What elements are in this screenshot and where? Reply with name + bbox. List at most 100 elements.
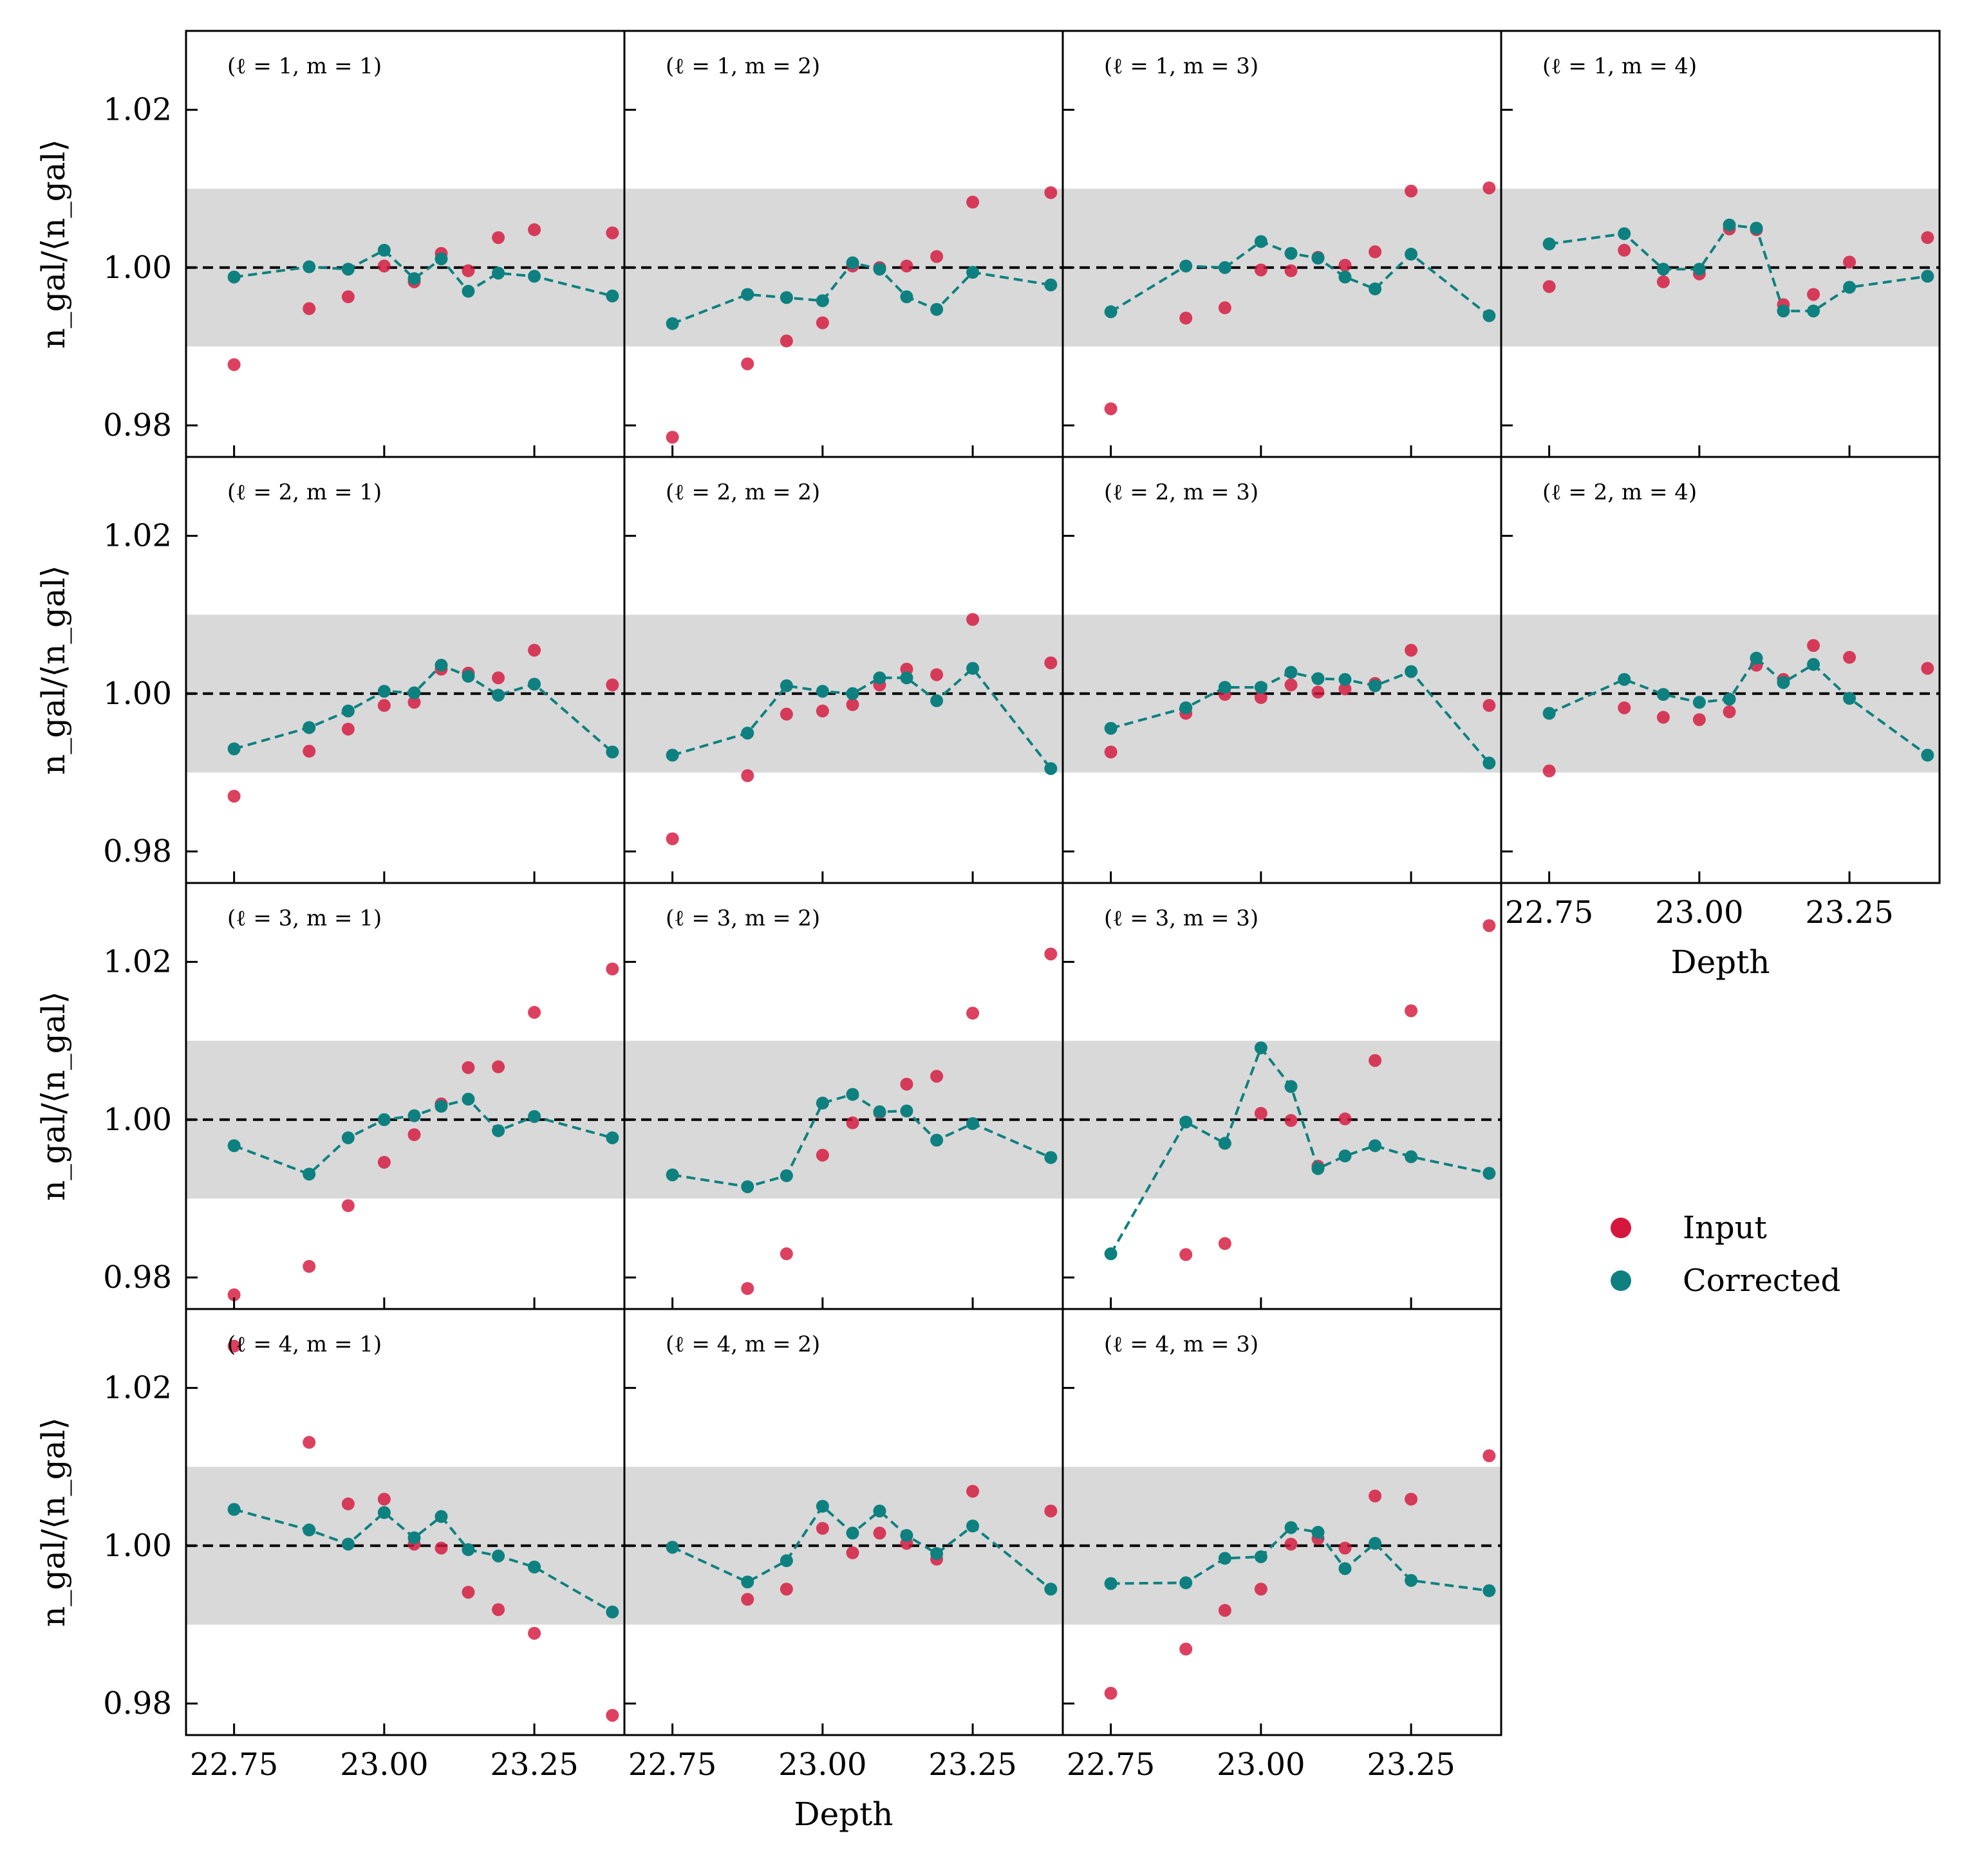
corrected-point — [1777, 676, 1790, 689]
input-point — [1254, 1106, 1267, 1120]
y-tick-label: 1.00 — [103, 676, 172, 712]
panel-plot-area — [1063, 919, 1501, 1261]
corrected-point — [1179, 701, 1193, 714]
corrected-point — [1044, 1583, 1058, 1596]
corrected-point — [930, 694, 944, 707]
panel-label: (ℓ = 1, m = 2) — [666, 53, 820, 79]
y-tick-label: 1.02 — [103, 518, 172, 554]
input-point — [492, 671, 505, 685]
corrected-point — [873, 263, 886, 276]
corrected-point — [435, 658, 448, 672]
input-point — [1284, 1537, 1298, 1551]
y-tick-label: 1.00 — [103, 1528, 172, 1564]
panel-3-1: 22.75 23.00 23.25 (ℓ = 4, m = 2) — [623, 1308, 1064, 1783]
input-point — [1218, 301, 1231, 315]
corrected-point — [816, 1500, 829, 1513]
panel-label: (ℓ = 4, m = 2) — [666, 1332, 820, 1357]
input-point — [816, 316, 829, 330]
corrected-point — [1807, 304, 1820, 318]
corrected-point — [1104, 1577, 1118, 1590]
y-tick-label: 1.02 — [103, 944, 172, 980]
corrected-point — [1218, 261, 1231, 274]
corrected-point — [1218, 680, 1231, 694]
corrected-point — [1692, 263, 1706, 276]
corrected-point — [846, 687, 859, 700]
panel-label: (ℓ = 4, m = 3) — [1104, 1332, 1258, 1357]
corrected-point — [303, 260, 316, 274]
panel-1-3: 22.75 23.00 23.25 (ℓ = 2, m = 4) — [1500, 456, 1941, 931]
legend-marker — [1611, 1270, 1631, 1291]
corrected-point — [1311, 252, 1325, 265]
corrected-series-line — [1110, 670, 1490, 764]
corrected-point — [1405, 665, 1418, 678]
corrected-point — [1284, 1521, 1298, 1534]
input-point — [900, 1077, 913, 1091]
input-point — [1284, 1114, 1298, 1128]
y-tick-label: 1.02 — [103, 92, 172, 128]
corrected-point — [492, 1124, 505, 1137]
input-point — [780, 707, 793, 721]
corrected-point — [462, 669, 475, 683]
panel-label: (ℓ = 3, m = 2) — [666, 905, 820, 931]
corrected-point — [462, 1543, 475, 1556]
input-point — [1405, 644, 1418, 657]
corrected-point — [1218, 1137, 1231, 1150]
input-point — [528, 1006, 541, 1019]
input-point — [1618, 243, 1631, 257]
corrected-point — [780, 291, 793, 304]
corrected-point — [1618, 673, 1631, 686]
x-tick-label: 23.25 — [1805, 895, 1893, 931]
input-point — [966, 613, 980, 626]
corrected-point — [1284, 665, 1298, 679]
input-point — [846, 1546, 859, 1559]
corrected-point — [1656, 688, 1670, 701]
input-point — [846, 1116, 859, 1129]
corrected-point — [1254, 1550, 1267, 1563]
input-point — [1482, 699, 1496, 712]
corrected-point — [966, 266, 980, 279]
corrected-point — [1254, 1041, 1267, 1055]
input-point — [1921, 662, 1934, 675]
corrected-point — [227, 270, 241, 284]
corrected-point — [492, 266, 505, 280]
corrected-point — [1044, 278, 1058, 292]
panel-0-2: (ℓ = 1, m = 3) — [1061, 30, 1502, 458]
corrected-point — [966, 1519, 980, 1533]
corrected-point — [1405, 247, 1418, 261]
corrected-point — [528, 1110, 541, 1123]
input-point — [741, 1593, 754, 1606]
corrected-series-line — [1110, 1526, 1490, 1592]
corrected-point — [303, 721, 316, 734]
input-point — [1723, 705, 1736, 718]
input-point — [1405, 1492, 1418, 1506]
x-axis-label: Depth — [794, 1796, 893, 1833]
input-point — [780, 334, 793, 348]
input-point — [1104, 402, 1118, 416]
corrected-point — [816, 685, 829, 698]
corrected-point — [1777, 304, 1790, 318]
corrected-point — [1284, 246, 1298, 260]
x-tick-label: 23.00 — [1655, 895, 1743, 931]
corrected-series-line — [671, 261, 1051, 325]
input-point — [873, 1527, 886, 1540]
corrected-point — [1723, 692, 1736, 706]
corrected-point — [900, 1528, 913, 1542]
corrected-point — [1542, 707, 1556, 720]
input-point — [1044, 186, 1058, 200]
input-point — [492, 1060, 505, 1073]
corrected-series-line — [234, 1508, 613, 1613]
corrected-point — [407, 1531, 421, 1545]
corrected-point — [1750, 221, 1763, 235]
legend: Input Corrected — [1611, 1210, 1840, 1299]
corrected-point — [1104, 305, 1118, 319]
corrected-point — [1284, 1080, 1298, 1093]
corrected-series-line — [234, 248, 613, 297]
input-point — [1284, 678, 1298, 692]
corrected-point — [1921, 270, 1934, 283]
input-point — [1104, 745, 1118, 759]
y-tick-label: 1.02 — [103, 1370, 172, 1406]
corrected-point — [1482, 1584, 1496, 1597]
input-point — [1482, 919, 1496, 933]
panel-plot-area — [186, 615, 624, 803]
